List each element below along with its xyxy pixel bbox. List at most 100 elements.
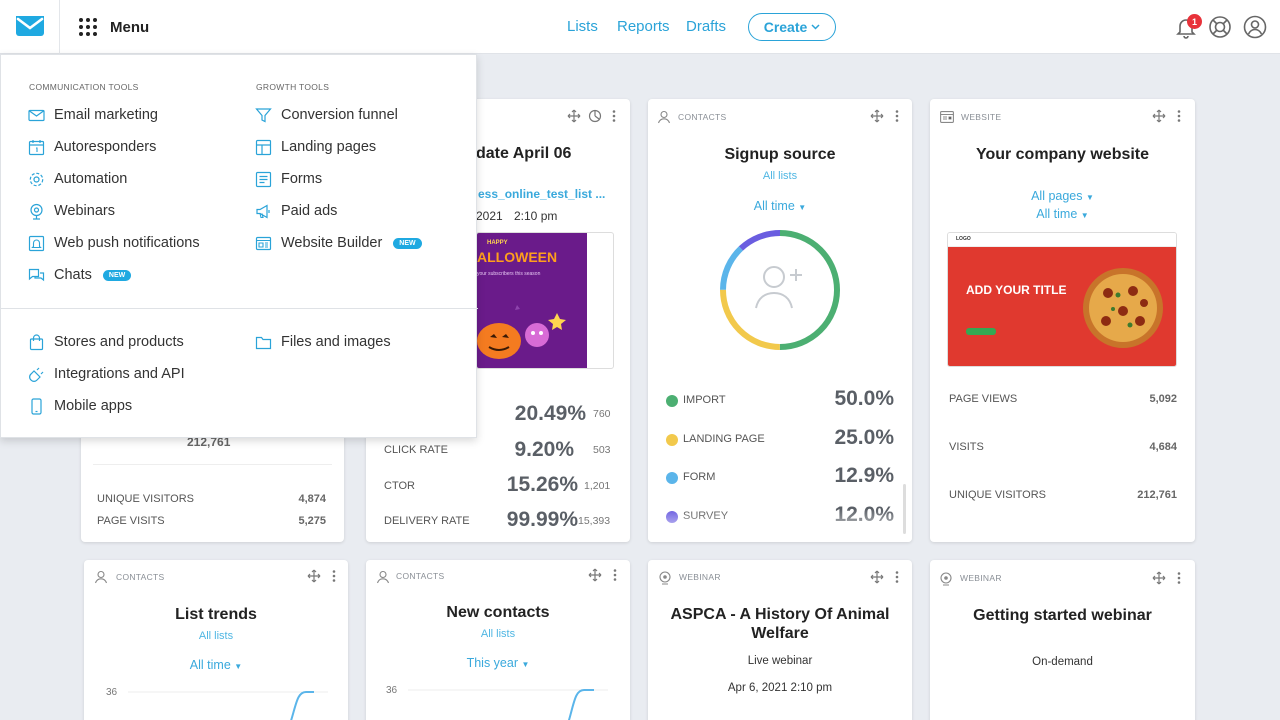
scrollbar[interactable] [903,484,906,534]
add-contact-icon [755,266,802,309]
move-icon[interactable] [870,570,884,584]
legend-label: IMPORT [683,394,726,406]
open-rate-value: 20.49% [514,402,586,425]
menu-divider [1,308,478,309]
menu-item-landing-pages[interactable]: Landing pages [255,137,376,157]
thumbnail-subtext: your subscribers this season [477,271,541,277]
legend-label: FORM [683,471,716,483]
form-icon [255,171,272,187]
pizza-illustration [1083,268,1163,348]
card-tag: CONTACTS [396,571,445,581]
time-dropdown[interactable]: All time ▼ [648,199,912,213]
unique-visitors-label: UNIQUE VISITORS [949,489,1046,501]
menu-item-automation[interactable]: Automation [28,169,127,189]
card-tag: WEBINAR [960,573,1002,583]
menu-item-chats[interactable]: Chats NEW [28,265,132,285]
envelope-icon [28,109,45,121]
legend-value: 25.0% [834,425,894,449]
newsletter-list-link[interactable]: ess_online_test_list ... [478,187,606,201]
notification-badge: 1 [1187,14,1202,29]
card-tag: CONTACTS [678,112,727,122]
thumbnail-logo: LOGO [956,236,971,242]
newsletter-time: 2:10 pm [514,209,558,223]
unique-visitors-value: 212,761 [1137,489,1177,501]
newsletter-thumbnail[interactable]: HAPPY ALLOWEEN your subscribers this sea… [476,232,614,369]
menu-item-mobile-apps[interactable]: Mobile apps [28,396,132,416]
more-options-icon[interactable] [1172,109,1186,123]
donut-slice-import [779,230,840,351]
menu-button[interactable]: Menu [78,16,149,38]
envelope-logo-icon[interactable] [14,14,46,38]
more-options-icon[interactable] [607,109,621,123]
menu-item-paid-ads[interactable]: Paid ads [255,201,337,221]
move-icon[interactable] [1152,109,1166,123]
menu-item-forms[interactable]: Forms [255,169,322,189]
profile-icon[interactable] [1243,15,1267,39]
time-dropdown[interactable]: This year ▼ [366,656,630,670]
webinar-title: ASPCA - A History Of Animal Welfare [670,606,890,642]
all-lists-link[interactable]: All lists [198,630,234,642]
menu-item-label: Integrations and API [54,366,185,382]
card-tag: CONTACTS [116,572,165,582]
delivery-rate-value: 99.99% [506,508,578,531]
click-rate-count: 503 [593,444,611,456]
delivery-rate-label: DELIVERY RATE [384,515,470,527]
help-icon[interactable] [1208,15,1232,39]
contacts-icon [94,570,108,584]
page-visits-value: 5,275 [298,515,326,527]
contacts-icon [657,110,671,124]
more-options-icon[interactable] [1172,571,1186,585]
move-icon[interactable] [588,568,602,582]
newsletter-date: 2021 [476,209,503,223]
move-icon[interactable] [870,109,884,123]
click-rate-value: 9.20% [514,438,574,461]
page-visits-label: PAGE VISITS [97,515,165,527]
create-button[interactable]: Create [748,13,836,41]
menu-item-label: Autoresponders [54,139,157,155]
menu-item-conversion-funnel[interactable]: Conversion funnel [255,105,398,125]
more-options-icon[interactable] [608,568,622,582]
pages-dropdown[interactable]: All pages ▼ [930,189,1195,203]
move-icon[interactable] [567,109,581,123]
nav-reports[interactable]: Reports [617,18,670,35]
time-dropdown[interactable]: All time ▼ [930,207,1195,221]
thumbnail-small-text: HAPPY [487,240,508,246]
menu-item-webinars[interactable]: Webinars [28,201,115,221]
menu-item-autoresponders[interactable]: Autoresponders [28,137,156,157]
move-icon[interactable] [307,569,321,583]
nav-drafts[interactable]: Drafts [686,18,727,35]
mobile-phone-icon [31,397,42,415]
all-lists-link[interactable]: All lists [480,628,516,640]
website-thumbnail[interactable]: LOGO ADD YOUR TITLE [947,232,1177,367]
menu-item-integrations-and-api[interactable]: Integrations and API [28,364,185,384]
menu-item-files-and-images[interactable]: Files and images [255,332,391,352]
nav-lists[interactable]: Lists [567,18,598,35]
more-options-icon[interactable] [890,109,904,123]
more-options-icon[interactable] [890,570,904,584]
all-lists-link[interactable]: All lists [762,170,798,182]
time-dropdown[interactable]: All time ▼ [84,658,348,672]
menu-item-web-push-notifications[interactable]: Web push notifications [28,233,200,253]
calendar-icon [28,139,45,155]
thumbnail-title: ADD YOUR TITLE [966,283,1067,297]
menu-item-website-builder[interactable]: Website Builder NEW [255,233,422,253]
caret-down-icon: ▼ [1080,211,1089,220]
unique-visitors-label: UNIQUE VISITORS [97,493,194,505]
card-title: Signup source [724,146,836,163]
caret-down-icon: ▼ [798,203,807,212]
legend-label: LANDING PAGE [683,432,765,445]
webcam-icon [30,203,43,220]
website-icon [940,111,954,123]
webinar-title: Getting started webinar [973,607,1152,624]
webinar-type: On-demand [1032,656,1093,668]
move-icon[interactable] [1152,571,1166,585]
more-options-icon[interactable] [327,569,341,583]
page-views-label: PAGE VIEWS [949,393,1018,405]
menu-item-label: Conversion funnel [281,107,398,123]
ctor-count: 1,201 [584,480,611,492]
thumbnail-headline: ALLOWEEN [477,249,558,265]
stats-icon[interactable] [588,109,602,123]
menu-item-stores-and-products[interactable]: Stores and products [28,332,184,352]
y-axis-tick: 36 [106,687,118,698]
menu-item-email-marketing[interactable]: Email marketing [28,105,158,125]
